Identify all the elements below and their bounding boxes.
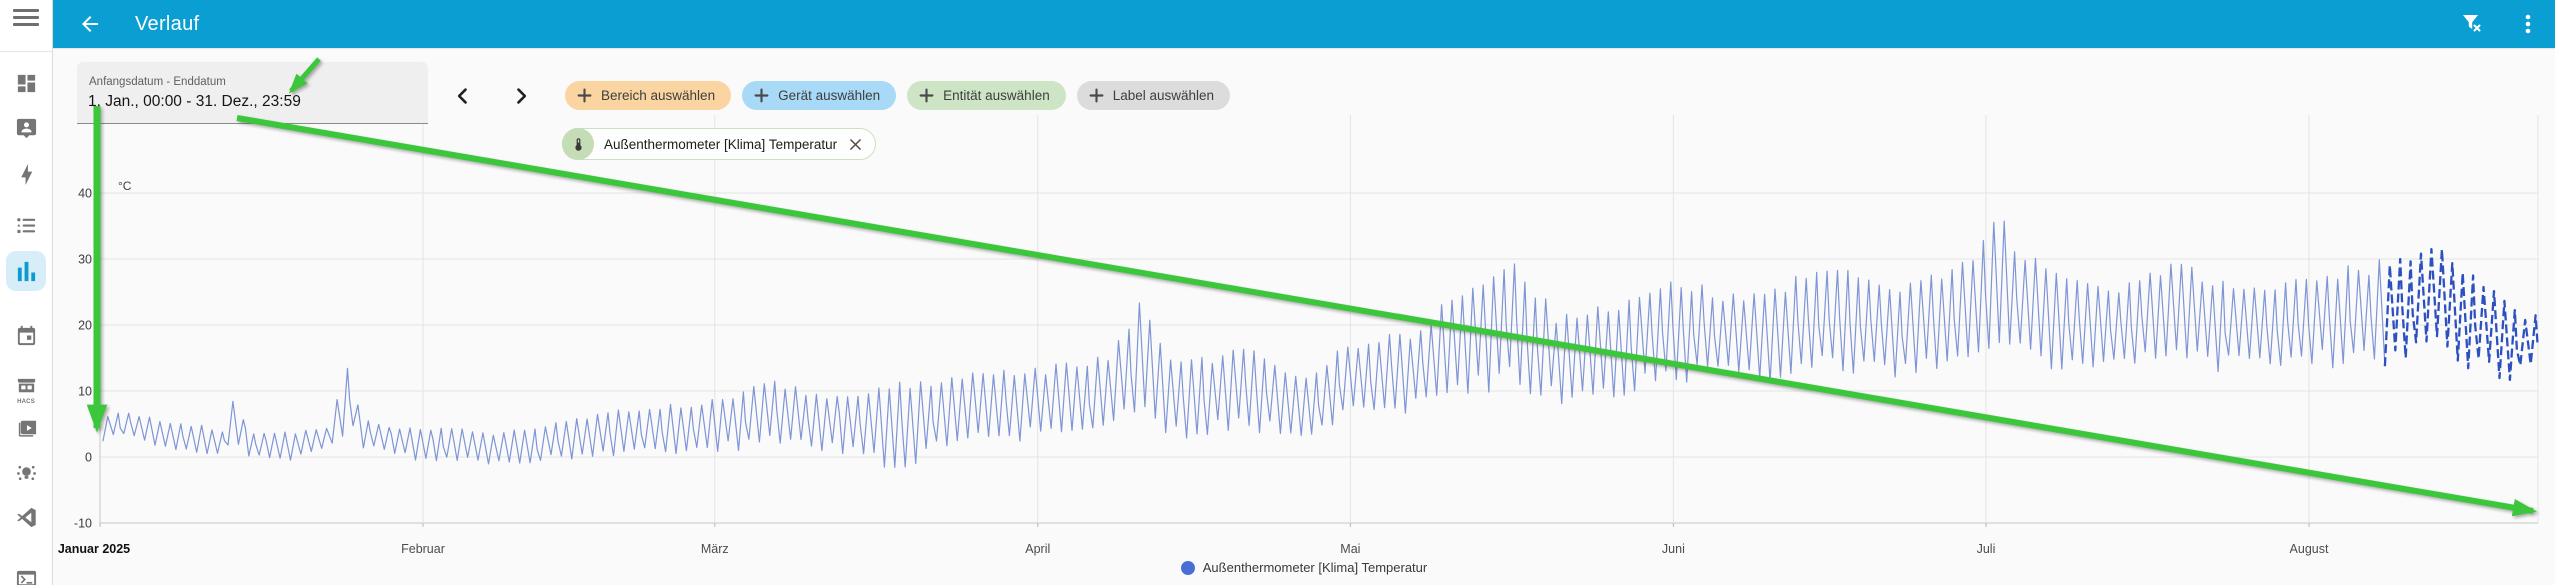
sidebar-item-media-library-icon[interactable] <box>6 407 46 447</box>
sidebar: HACS <box>0 0 53 585</box>
date-range-label: Anfangsdatum - Enddatum <box>89 76 226 88</box>
sidebar-item-terminal-icon[interactable] <box>6 558 46 585</box>
filter-remove-icon[interactable] <box>2457 9 2487 39</box>
plus-icon <box>754 88 769 103</box>
add-filter-chip-1[interactable]: Bereich auswählen <box>565 81 732 110</box>
sidebar-item-logbook-list-icon[interactable] <box>6 205 46 245</box>
svg-text:Juli: Juli <box>1977 542 1996 556</box>
sidebar-item-view-dashboard-icon[interactable] <box>6 63 46 103</box>
calendar-icon <box>17 325 35 345</box>
chart-legend-item[interactable]: Außenthermometer [Klima] Temperatur <box>53 560 2555 575</box>
person-message-icon <box>16 118 36 138</box>
svg-text:°C: °C <box>118 179 132 193</box>
plus-icon <box>577 88 592 103</box>
svg-text:April: April <box>1025 542 1050 556</box>
svg-text:30: 30 <box>78 253 92 267</box>
sidebar-item-hue-bulb-icon[interactable] <box>6 453 46 493</box>
svg-text:August: August <box>2290 542 2329 556</box>
media-library-icon <box>18 420 36 437</box>
plus-icon <box>1089 88 1104 103</box>
close-icon[interactable] <box>847 136 863 152</box>
lightning-bolt-icon <box>20 163 32 185</box>
date-range-field[interactable]: Anfangsdatum - Enddatum 1. Jan., 00:00 -… <box>77 62 428 124</box>
svg-text:Mai: Mai <box>1340 542 1360 556</box>
terminal-icon <box>16 570 36 585</box>
svg-text:März: März <box>701 542 729 556</box>
logbook-list-icon <box>16 217 35 233</box>
chart-grid: 40 30 20 10 0 -10 °C <box>74 115 2539 531</box>
hacs-store-icon <box>17 378 35 392</box>
filter-chip-row: Bereich auswählen Gerät auswählen Entität … <box>565 81 1231 110</box>
sidebar-item-calendar-icon[interactable] <box>6 315 46 355</box>
chip-label: Bereich auswählen <box>601 88 716 103</box>
temperature-line-recent <box>2383 247 2539 382</box>
temperature-line <box>102 220 2386 468</box>
legend-label: Außenthermometer [Klima] Temperatur <box>1202 560 1428 575</box>
chip-label: Label auswählen <box>1112 88 1215 103</box>
hue-bulb-icon <box>16 465 36 480</box>
vscode-icon <box>16 507 36 527</box>
svg-text:10: 10 <box>78 385 92 399</box>
next-period-button[interactable] <box>506 81 536 111</box>
chip-label: Gerät auswählen <box>778 88 881 103</box>
plus-icon <box>919 88 934 103</box>
thermometer-icon <box>562 128 594 160</box>
svg-text:20: 20 <box>78 319 92 333</box>
app-toolbar: Verlauf <box>53 0 2555 48</box>
add-filter-chip-4[interactable]: Label auswählen <box>1076 81 1231 110</box>
svg-text:Januar 2025: Januar 2025 <box>58 542 130 556</box>
history-chart-icon <box>17 261 35 281</box>
dots-vertical-icon[interactable] <box>2513 9 2543 39</box>
previous-period-button[interactable] <box>448 81 478 111</box>
svg-text:40: 40 <box>78 187 92 201</box>
svg-text:Juni: Juni <box>1662 542 1685 556</box>
add-filter-chip-2[interactable]: Gerät auswählen <box>742 81 897 110</box>
sidebar-item-person-message-icon[interactable] <box>6 108 46 148</box>
svg-text:Februar: Februar <box>401 542 445 556</box>
sidebar-item-history-chart-icon[interactable] <box>6 251 46 291</box>
view-dashboard-icon <box>17 74 35 92</box>
sidebar-item-vscode-icon[interactable] <box>6 497 46 537</box>
menu-icon[interactable] <box>13 9 39 26</box>
sidebar-item-text: HACS <box>17 399 35 405</box>
date-range-value: 1. Jan., 00:00 - 31. Dez., 23:59 <box>88 93 301 110</box>
sidebar-item-hacs-store-icon[interactable]: HACS <box>6 366 46 406</box>
x-axis-labels: Januar 2025 Februar März April Mai Juni Juli Au… <box>58 542 2329 556</box>
svg-text:0: 0 <box>85 451 92 465</box>
selected-entity-label: Außenthermometer [Klima] Temperatur <box>604 136 838 152</box>
svg-text:-10: -10 <box>74 517 92 531</box>
selected-entity-chip[interactable]: Außenthermometer [Klima] Temperatur <box>562 128 877 160</box>
legend-dot <box>1180 560 1195 575</box>
sidebar-item-lightning-bolt-icon[interactable] <box>6 154 46 194</box>
chip-label: Entität auswählen <box>943 88 1050 103</box>
back-arrow-icon[interactable] <box>77 11 103 37</box>
page-title: Verlauf <box>135 12 200 35</box>
add-filter-chip-3[interactable]: Entität auswählen <box>907 81 1066 110</box>
